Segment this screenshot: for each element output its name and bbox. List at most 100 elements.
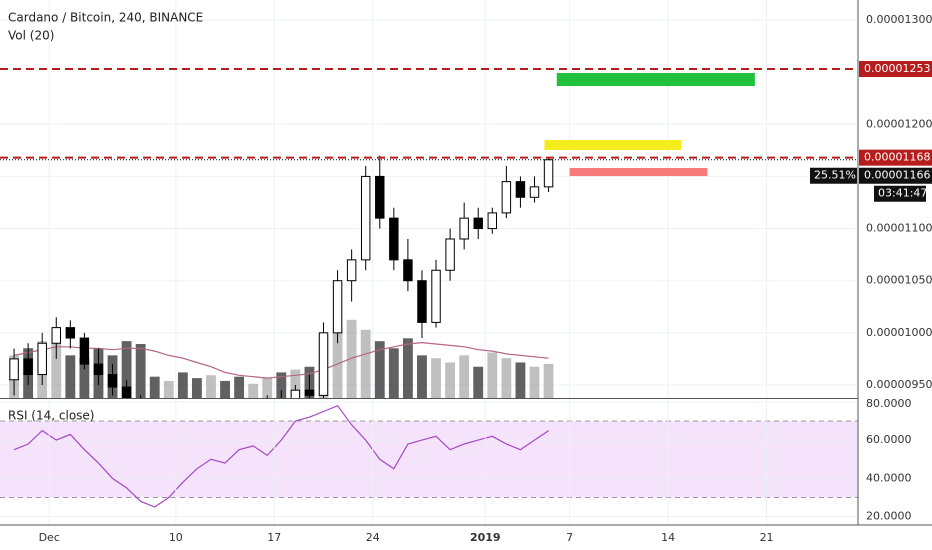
candle-body [346,259,357,282]
volume-bar [346,319,357,398]
candle-body [487,212,498,230]
countdown: 03:41:47 [878,187,927,200]
volume-bar [220,380,230,398]
candle-body [332,280,343,334]
candle-body [417,280,427,323]
candle-body [389,217,399,261]
volume-bar [473,366,484,398]
change-box [810,167,857,184]
candle-body [93,363,104,376]
volume-bar [121,341,132,398]
candle-body [543,159,554,188]
volume-bar [417,355,427,398]
volume-bar [65,355,76,398]
volume-bar [332,326,343,398]
volume-bar [501,358,512,398]
x-tick-label: 2019 [470,531,501,544]
candle-body [403,259,413,282]
candle-body [9,358,19,381]
volume-bar [543,363,554,398]
rsi-band [0,421,858,498]
candle-body [179,411,187,421]
candle-body [360,175,371,261]
volume-bar [487,352,498,398]
y-tick-label: 0.00001300 [866,13,932,26]
rsi-pane [0,400,858,525]
candle-body [65,327,76,339]
target-box [569,167,708,177]
rsi-tick-label: 80.0000 [866,397,912,410]
last-price-label: 0.00001166 [864,169,930,182]
volume-bar [459,355,470,398]
x-tick-label: Dec [39,531,60,544]
x-tick-label: 10 [169,531,183,544]
level-label: 0.00001168 [864,151,930,164]
volume-bar [276,372,287,398]
candle-body [501,181,512,214]
rsi-tick-label: 60.0000 [866,433,912,446]
volume-bar [374,341,385,398]
volume-bar [515,362,526,398]
target-box [544,140,682,150]
volume-bar [388,348,399,398]
volume-bar [51,334,62,398]
candle-body [318,332,329,396]
volume-bar [248,383,259,398]
candle-body [445,238,455,271]
y-tick-label: 0.00001050 [866,274,932,287]
candle-body [79,337,90,365]
y-tick-label: 0.00001000 [866,326,932,339]
x-tick-label: 7 [566,531,573,544]
chart-title: Cardano / Bitcoin, 240, BINANCE [8,11,203,25]
candle-body [375,175,385,219]
volume-bar [529,366,540,398]
x-tick-label: 21 [760,531,774,544]
candle-body [107,374,118,388]
x-tick-label: 14 [661,531,675,544]
candle-body [529,186,540,198]
volume-bar [360,329,371,398]
volume-bar [149,376,160,398]
volume-ma [13,341,549,379]
candle-body [136,406,144,422]
candle-body [431,269,441,323]
change-label: 25.51% [814,169,856,182]
y-tick-label: 0.00000950 [866,378,932,391]
y-tick-label: 0.00001200 [866,117,932,130]
candle-body [290,389,301,398]
rsi-tick-label: 40.0000 [866,471,912,484]
level-label-box [859,61,932,78]
candle-body [304,389,315,396]
candle-body [23,358,33,376]
volume-bar [135,343,146,398]
volume-bar [445,362,456,398]
volume-bar [234,376,245,398]
rsi-line [13,404,549,508]
volume-label: Vol (20) [8,29,54,43]
candle-body [221,411,229,416]
candle-body [515,181,526,198]
rsi-label: RSI (14, close) [8,409,94,423]
candle-body [263,401,271,419]
x-tick-label: 17 [267,531,281,544]
volume-bar [431,358,441,398]
target-box [556,72,755,87]
volume-bar [177,372,188,398]
volume-bar [262,378,273,398]
candle-body [473,217,483,230]
candle-body [459,217,469,240]
candle-body [51,327,61,344]
volume-bar [191,378,202,398]
volume-bar [290,369,301,398]
level-label: 0.00001253 [864,62,930,75]
volume-bar [206,375,216,398]
y-tick-label: 0.00001100 [866,222,932,235]
volume-bar [79,358,90,398]
candle-body [37,342,47,376]
x-tick-label: 24 [366,531,380,544]
candle-body [121,386,132,398]
rsi-tick-label: 20.0000 [866,510,912,523]
volume-bar [402,338,413,398]
axes: 80.0000 60.0000 40.0000 20.0000 0.00001300 0.… [0,13,932,544]
